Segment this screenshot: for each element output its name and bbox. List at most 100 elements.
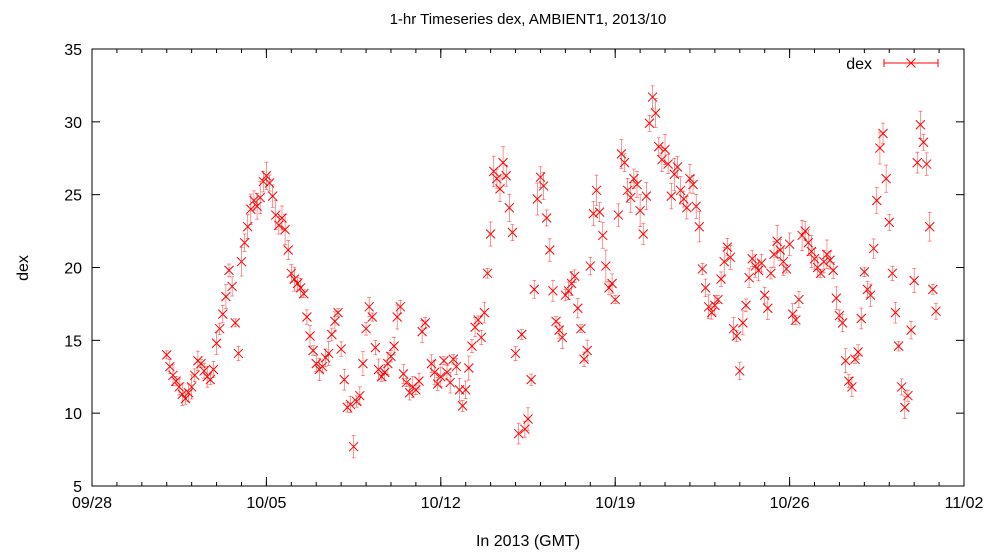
data-point (457, 399, 468, 412)
data-point (398, 363, 409, 384)
data-point (837, 313, 848, 332)
data-point (918, 133, 929, 151)
data-point (392, 304, 403, 330)
data-point (744, 267, 754, 288)
data-point (501, 165, 512, 187)
y-tick-label: 35 (64, 42, 82, 59)
data-point (460, 380, 471, 399)
data-point (903, 389, 913, 402)
data-point (847, 377, 857, 397)
data-point (601, 249, 611, 283)
data-point (336, 341, 346, 357)
data-point (784, 232, 795, 256)
data-point (367, 312, 378, 322)
data-points (161, 85, 941, 459)
y-tick-label: 25 (64, 188, 82, 205)
data-point (354, 386, 365, 405)
y-axis-label: dex (15, 255, 32, 281)
data-point (638, 223, 649, 245)
data-point (597, 222, 608, 249)
data-point (856, 307, 867, 330)
data-point (572, 298, 583, 319)
data-point (644, 114, 655, 132)
data-point (899, 395, 910, 419)
data-point (473, 315, 484, 325)
data-point (370, 340, 381, 356)
data-point (790, 314, 801, 326)
data-point (588, 201, 599, 226)
data-point (756, 254, 767, 273)
data-point (420, 316, 431, 329)
data-point (928, 284, 938, 295)
data-point (255, 181, 266, 214)
data-point (607, 273, 617, 294)
data-point (741, 298, 751, 313)
data-point (819, 250, 829, 274)
data-point (532, 182, 543, 216)
data-point (267, 184, 278, 208)
data-point (853, 344, 863, 360)
legend: dex (846, 56, 939, 73)
data-point (663, 154, 673, 174)
data-point (641, 182, 652, 211)
data-point (482, 268, 493, 279)
data-point (650, 98, 661, 128)
data-point (358, 351, 368, 376)
data-point (495, 175, 505, 202)
data-point (395, 300, 406, 314)
data-point (912, 151, 923, 174)
data-point (454, 378, 465, 402)
data-point (389, 337, 399, 356)
data-point (884, 214, 895, 231)
data-point (526, 373, 536, 386)
data-point (538, 172, 549, 200)
data-point (781, 264, 792, 274)
data-point (875, 131, 885, 165)
data-point (161, 350, 172, 360)
data-point (280, 214, 290, 246)
data-point (305, 325, 315, 347)
data-point (734, 361, 745, 381)
data-point (738, 310, 748, 336)
data-point (507, 224, 518, 241)
y-axis: 5 10 15 20 25 30 35 (64, 42, 964, 496)
data-point (610, 294, 621, 305)
data-point (439, 355, 449, 366)
data-point (168, 364, 178, 386)
data-point (541, 209, 552, 227)
data-point (479, 301, 490, 324)
data-point (333, 307, 343, 318)
data-point (582, 339, 593, 362)
data-point (339, 368, 350, 391)
data-point (635, 194, 645, 227)
data-point (871, 187, 882, 214)
data-point (236, 246, 247, 277)
x-tick-label: 10/05 (246, 495, 286, 512)
data-point (700, 278, 711, 297)
data-point (831, 286, 842, 310)
x-tick-label: 10/12 (421, 495, 461, 512)
data-point (840, 348, 851, 374)
data-point (239, 233, 250, 252)
data-point (613, 203, 624, 227)
data-point (878, 122, 888, 145)
data-point (302, 309, 312, 325)
data-point (924, 212, 935, 242)
data-point (909, 268, 920, 293)
data-point (585, 256, 596, 276)
data-point (211, 331, 222, 355)
data-point (516, 329, 527, 340)
data-point (298, 288, 309, 299)
data-point (308, 345, 318, 356)
data-point (330, 311, 340, 332)
data-point (557, 325, 568, 349)
y-tick-label: 10 (64, 406, 82, 423)
data-point (915, 110, 926, 139)
data-point (681, 196, 692, 220)
data-point (691, 194, 702, 219)
data-point (348, 435, 359, 459)
data-point (361, 321, 371, 336)
y-tick-label: 5 (73, 479, 82, 496)
data-point (513, 422, 524, 445)
